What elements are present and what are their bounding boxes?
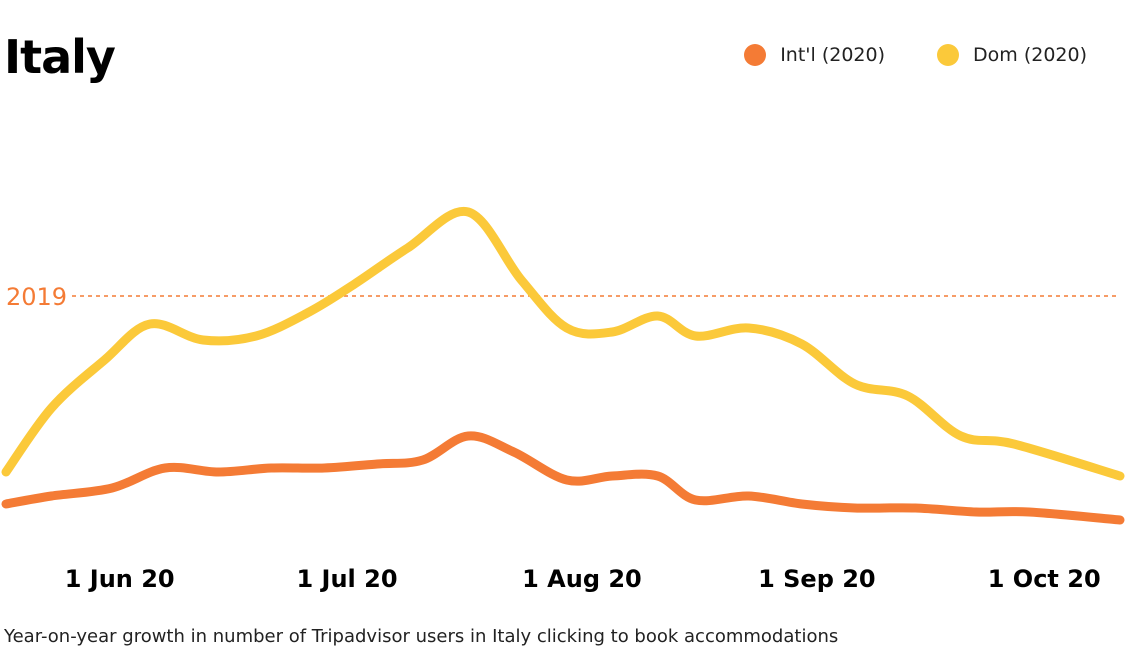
legend-item-dom: Dom (2020) <box>937 44 1087 66</box>
x-tick-label: 1 Jun 20 <box>65 565 175 593</box>
series-line-dom <box>1 206 1125 481</box>
x-tick-label: 1 Oct 20 <box>988 565 1101 593</box>
x-tick-label: 1 Jul 20 <box>296 565 397 593</box>
line-chart: 2019 1 Jun 20 1 Jul 20 1 Aug 20 1 Sep 20 1 O… <box>1 206 1125 593</box>
series-line-intl <box>1 431 1125 525</box>
legend-label-dom: Dom (2020) <box>973 44 1087 66</box>
series-layer <box>1 206 1125 525</box>
legend: Int'l (2020) Dom (2020) <box>744 44 1087 66</box>
reference-label-2019: 2019 <box>6 283 67 311</box>
legend-swatch-intl <box>744 44 767 66</box>
legend-item-intl: Int'l (2020) <box>744 44 885 66</box>
chart-caption: Year-on-year growth in number of Tripadv… <box>4 626 839 647</box>
legend-label-intl: Int'l (2020) <box>780 44 886 66</box>
x-axis: 1 Jun 20 1 Jul 20 1 Aug 20 1 Sep 20 1 Oct 20 <box>65 565 1101 593</box>
chart-title: Italy <box>4 30 116 84</box>
legend-swatch-dom <box>937 44 960 66</box>
x-tick-label: 1 Sep 20 <box>758 565 876 593</box>
x-tick-label: 1 Aug 20 <box>522 565 642 593</box>
